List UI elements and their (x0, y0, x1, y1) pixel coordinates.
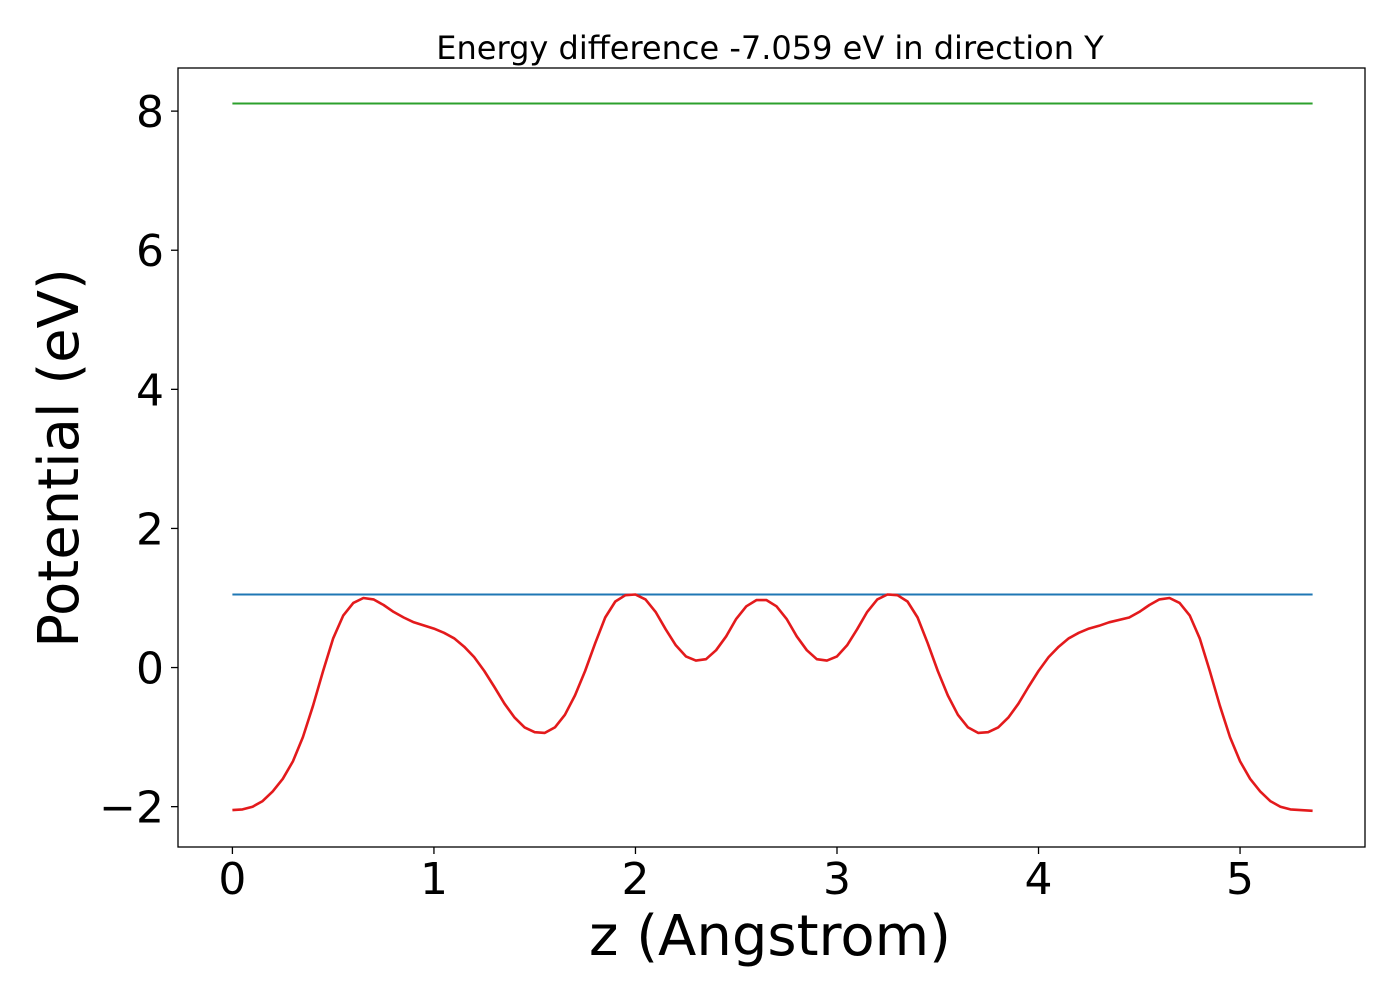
x-tick-label: 4 (1025, 854, 1053, 905)
series-layer (232, 102, 1313, 813)
y-tick-label: 4 (136, 365, 164, 416)
x-tick-label: 2 (621, 854, 649, 905)
x-tick-label: 1 (420, 854, 448, 905)
x-tick-label: 3 (823, 854, 851, 905)
y-tick-label: 0 (136, 644, 164, 695)
y-axis: −2 0 2 4 6 8 (99, 87, 178, 834)
y-tick-label: 8 (136, 87, 164, 138)
x-axis-label: z (Angstrom) (589, 904, 951, 969)
x-axis: 0 1 2 3 4 5 (218, 847, 1254, 905)
y-axis-label: Potential (eV) (27, 268, 92, 648)
y-tick-label: −2 (99, 783, 164, 834)
y-tick-label: 6 (136, 226, 164, 277)
x-tick-label: 0 (218, 854, 246, 905)
y-tick-label: 2 (136, 504, 164, 555)
chart-title: Energy difference -7.059 eV in direction… (436, 29, 1104, 67)
plot-frame (177, 67, 1366, 848)
series-line-2 (232, 593, 1313, 813)
x-tick-label: 5 (1226, 854, 1254, 905)
